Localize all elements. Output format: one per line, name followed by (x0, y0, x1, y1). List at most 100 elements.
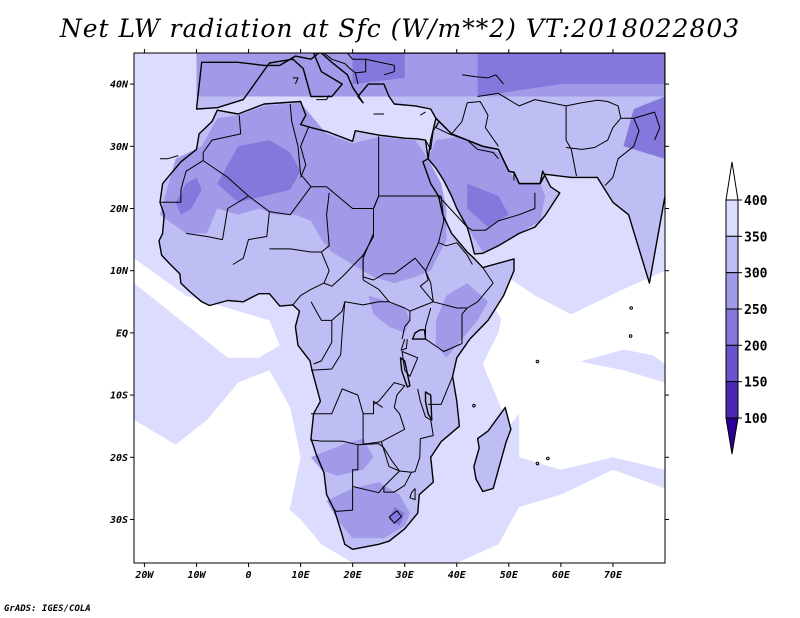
grads-credit: GrADS: IGES/COLA (4, 604, 91, 614)
lat-tick-label: 40N (110, 80, 129, 91)
lat-tick-label: 30N (109, 142, 129, 153)
ocean-400-region (519, 357, 665, 470)
lon-tick-label: 40E (448, 570, 467, 581)
country-border (310, 301, 346, 371)
colorbar-segment (725, 235, 739, 274)
map-title: Net LW radiation at Sfc (W/m**2) VT:2018… (59, 14, 741, 43)
map-axes: 20W 10W 0 10E 20E 30E 40E 50E 60E 70E 40N 30N 20N 10N… (109, 49, 669, 581)
country-border (313, 320, 333, 365)
colorbar-label: 100 (744, 412, 768, 427)
island-outline (535, 461, 540, 466)
ocean-400-region (134, 258, 280, 358)
country-border (202, 115, 242, 161)
coastline (158, 100, 515, 550)
colorbar-segment (725, 272, 739, 310)
lon-tick-label: 70E (604, 570, 623, 581)
coastline (427, 117, 561, 255)
lat-tick-label: 30S (109, 515, 128, 526)
country-border (321, 192, 330, 253)
country-border (373, 382, 406, 430)
island-outline (420, 111, 426, 116)
coastline (473, 406, 512, 493)
island-outline (472, 403, 476, 408)
lon-tick-label: 20W (134, 570, 154, 581)
country-border (323, 254, 364, 287)
country-border (633, 111, 661, 141)
country-border (425, 242, 494, 309)
colorbar-label: 150 (744, 376, 768, 391)
island-outline (546, 456, 550, 461)
land-250-region (368, 295, 410, 333)
colorbar-label: 400 (744, 194, 768, 209)
land-200-region (467, 183, 509, 228)
colorbar-label: 300 (744, 267, 768, 282)
lon-tick-label: 50E (500, 570, 519, 581)
country-border (311, 388, 364, 445)
country-border (352, 443, 400, 494)
colorbar-arrow-bottom (725, 417, 739, 455)
country-border (289, 103, 312, 188)
land-200-region (175, 177, 202, 215)
colorbar-arrow-top (725, 161, 739, 201)
country-border (383, 471, 412, 493)
land-200-region (477, 53, 665, 97)
lon-tick-label: 10E (292, 570, 311, 581)
land-250-region (160, 102, 447, 284)
lat-tick-label: 20N (109, 204, 129, 215)
colorbar: 400 350 300 250 200 150 100 (725, 161, 768, 455)
island-outline (535, 359, 540, 364)
country-border (363, 400, 384, 415)
lon-tick-label: 20E (343, 570, 363, 581)
country-border (401, 311, 411, 340)
island-outline (628, 334, 633, 338)
country-border (160, 160, 204, 203)
lon-tick-label: 0 (246, 570, 252, 581)
lake-outline (411, 329, 427, 340)
land-250-region (326, 482, 410, 539)
eurasia-land (196, 53, 665, 284)
colorbar-segment (725, 381, 739, 419)
country-border (409, 488, 416, 501)
country-border (362, 208, 434, 303)
country-border (461, 307, 468, 344)
country-border (461, 74, 504, 85)
colorbar-segment (725, 344, 739, 383)
colorbar-segment (725, 308, 739, 346)
map-plot-area (133, 52, 666, 564)
ocean-400-region (134, 370, 301, 563)
island-outline (629, 306, 633, 310)
country-border (388, 510, 403, 524)
colorbar-segment (725, 199, 739, 237)
island-outline (292, 77, 299, 85)
country-border (380, 441, 412, 473)
country-border (451, 101, 499, 147)
lake-outline (424, 391, 433, 421)
country-border (411, 388, 434, 473)
lake-outline (399, 357, 411, 388)
country-border (323, 53, 356, 74)
country-border (400, 338, 408, 351)
island-outline (316, 95, 330, 101)
country-border (362, 279, 434, 312)
lon-tick-label: 60E (552, 570, 571, 581)
map-fields (134, 53, 665, 563)
country-border (438, 192, 536, 231)
ocean-400-region (488, 270, 665, 358)
country-border (438, 195, 473, 265)
country-border (202, 160, 442, 216)
lake-outline (401, 351, 419, 377)
lat-tick-label: EQ (116, 328, 128, 339)
country-border (232, 211, 270, 265)
island-outline (160, 155, 179, 160)
country-border (425, 307, 463, 352)
country-border (347, 53, 366, 60)
colorbar-label: 350 (744, 230, 768, 245)
lat-tick-label: 10S (110, 391, 128, 402)
madagascar-land (473, 407, 511, 492)
lat-tick-label: 20S (109, 453, 128, 464)
country-border (186, 195, 249, 241)
country-border (300, 127, 309, 178)
country-border (428, 376, 454, 405)
plot-frame (133, 52, 666, 564)
